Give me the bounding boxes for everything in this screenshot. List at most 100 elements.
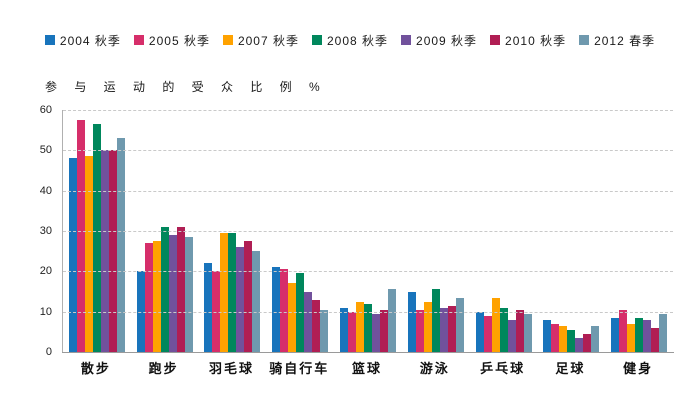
bar-group-游泳 [402,110,470,352]
bar-group-篮球 [334,110,402,352]
bar-游泳-2009-秋季 [439,307,448,352]
bar-足球-2007-秋季 [559,325,568,352]
bar-篮球-2009-秋季 [372,313,381,352]
bar-健身-2008-秋季 [635,317,644,352]
bar-散步-2004-秋季 [68,158,77,352]
bar-足球-2012-春季 [591,325,600,352]
bar-骑自行车-2005-秋季 [280,269,289,352]
bar-篮球-2005-秋季 [348,311,357,352]
bar-健身-2007-秋季 [627,323,636,352]
legend-swatch-icon [490,35,501,45]
bar-跑步-2007-秋季 [152,241,161,352]
y-tick-label-30: 30 [39,225,52,237]
bar-跑步-2005-秋季 [144,243,153,352]
legend-item-2007-秋季[interactable]: 2007 秋季 [222,32,299,49]
legend-swatch-icon [579,35,590,45]
bar-游泳-2005-秋季 [415,309,424,352]
gridline-30 [63,231,673,232]
bar-乒乓球-2009-秋季 [507,319,516,352]
legend-swatch-icon [311,35,322,45]
bar-足球-2008-秋季 [567,329,576,352]
legend-swatch-icon [133,35,144,45]
bar-篮球-2004-秋季 [340,307,349,352]
bar-跑步-2008-秋季 [160,226,169,352]
bar-骑自行车-2008-秋季 [296,273,305,352]
legend-item-2008-秋季[interactable]: 2008 秋季 [311,32,389,49]
bar-乒乓球-2007-秋季 [491,297,500,352]
bar-健身-2009-秋季 [643,319,652,352]
bar-羽毛球-2007-秋季 [220,233,229,352]
bar-羽毛球-2004-秋季 [204,263,213,352]
legend-item-2005-秋季[interactable]: 2005 秋季 [133,32,210,49]
bar-乒乓球-2004-秋季 [475,311,484,352]
legend-item-2009-秋季[interactable]: 2009 秋季 [401,32,477,49]
bar-group-乒乓球 [470,110,538,352]
bar-羽毛球-2009-秋季 [236,247,245,352]
bar-跑步-2012-春季 [184,237,193,352]
legend-label: 2009 秋季 [416,33,478,48]
bar-篮球-2008-秋季 [364,303,373,352]
y-tick-label-40: 40 [39,184,52,197]
bar-健身-2012-春季 [659,313,668,352]
bar-羽毛球-2008-秋季 [228,233,237,352]
bar-group-健身 [605,110,673,352]
gridline-10 [63,311,673,313]
x-axis-line [62,352,674,353]
bar-篮球-2007-秋季 [356,301,365,352]
bar-group-骑自行车 [266,110,334,352]
bar-骑自行车-2009-秋季 [304,291,313,352]
x-label-足球: 足球 [555,361,586,376]
legend-label: 2004 秋季 [59,33,121,48]
x-label-游泳: 游泳 [419,361,450,376]
bar-游泳-2012-春季 [455,297,464,352]
x-axis-labels: 散步 跑步 羽毛球 骑自行车 篮球 游泳 乒乓球 足球 健身 [62,358,672,377]
legend-swatch-icon [401,35,412,45]
bar-乒乓球-2008-秋季 [499,307,508,352]
bar-散步-2008-秋季 [92,124,101,352]
bar-游泳-2008-秋季 [431,289,440,352]
bar-羽毛球-2010-秋季 [244,241,253,352]
legend-label: 2007 秋季 [237,33,299,48]
bar-游泳-2007-秋季 [423,301,432,352]
x-label-篮球: 篮球 [352,361,383,376]
bar-group-足球 [537,110,605,352]
y-axis-title: 参 与 运 动 的 受 众 比 例 % [45,80,327,94]
x-label-跑步: 跑步 [148,361,179,376]
bar-乒乓球-2005-秋季 [483,315,492,352]
bar-散步-2012-春季 [116,138,125,352]
legend-swatch-icon [222,35,233,45]
legend-item-2010-秋季[interactable]: 2010 秋季 [490,32,566,49]
bar-健身-2004-秋季 [611,317,620,352]
gridline-50 [63,150,673,152]
bar-足球-2004-秋季 [543,319,552,352]
x-label-散步: 散步 [80,361,111,376]
bar-散步-2009-秋季 [100,150,109,352]
y-tick-label-20: 20 [39,265,52,278]
bar-乒乓球-2010-秋季 [515,309,524,352]
bar-游泳-2004-秋季 [407,291,416,352]
bar-足球-2005-秋季 [551,323,560,352]
x-label-羽毛球: 羽毛球 [208,361,254,376]
gridline-40 [63,190,673,192]
y-tick-label-50: 50 [39,144,52,157]
y-tick-label-60: 60 [39,104,52,116]
bar-跑步-2009-秋季 [168,235,177,352]
gridline-20 [63,271,673,273]
bar-跑步-2010-秋季 [176,226,185,352]
bar-健身-2005-秋季 [619,309,628,352]
legend-label: 2005 秋季 [148,33,210,48]
legend-item-2004-秋季[interactable]: 2004 秋季 [44,32,121,49]
legend-swatch-icon [44,35,55,45]
bar-游泳-2010-秋季 [447,305,456,352]
y-tick-label-10: 10 [39,305,52,318]
legend-label: 2010 秋季 [505,33,567,48]
bar-足球-2009-秋季 [575,337,584,352]
bar-篮球-2010-秋季 [380,309,389,352]
legend-label: 2008 秋季 [326,33,389,48]
legend-item-2012-春季[interactable]: 2012 春季 [579,32,655,49]
bar-散步-2007-秋季 [84,156,93,352]
bar-篮球-2012-春季 [388,289,397,352]
bar-健身-2010-秋季 [651,327,660,352]
x-label-乒乓球: 乒乓球 [480,361,526,376]
